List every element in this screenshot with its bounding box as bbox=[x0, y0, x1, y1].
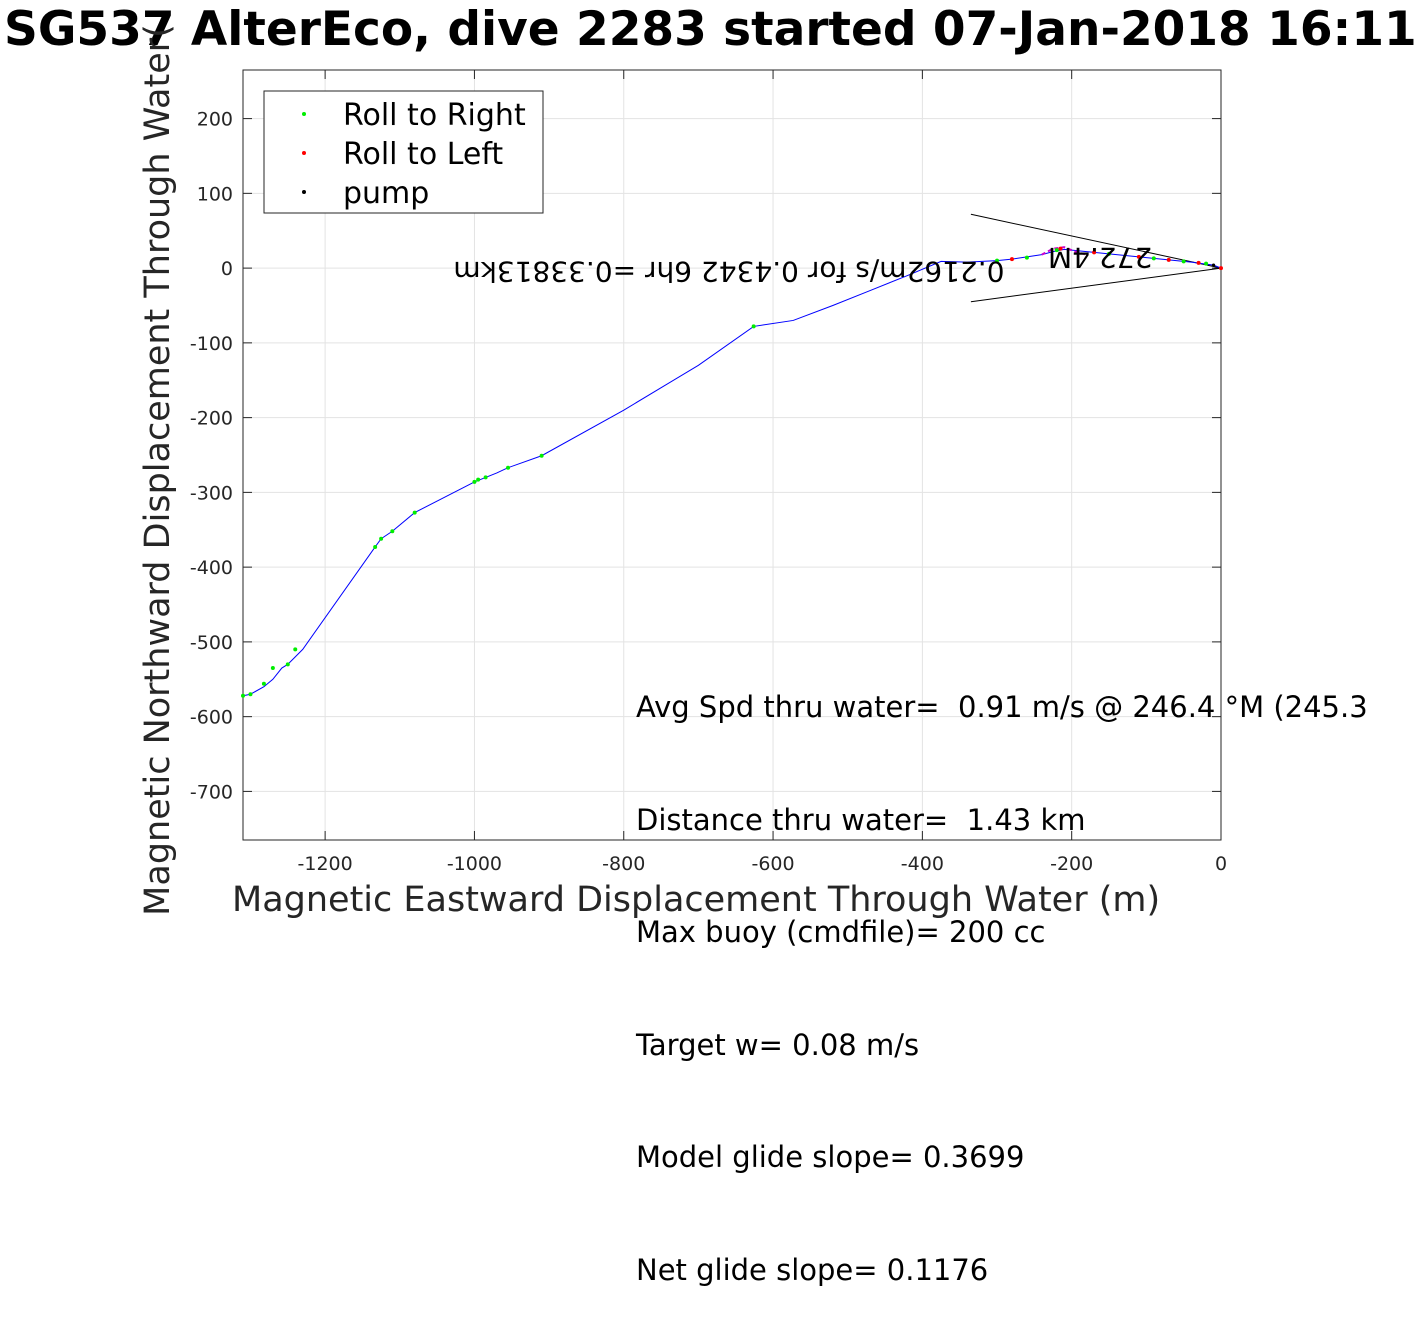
roll-right-point bbox=[390, 529, 395, 534]
summary-distance: Distance thru water= 1.43 km bbox=[636, 802, 1086, 837]
roll-right-point bbox=[412, 510, 417, 515]
grid-lines bbox=[243, 70, 1222, 840]
y-tick-label: -500 bbox=[190, 632, 233, 654]
roll-right-point bbox=[241, 693, 245, 698]
summary-target-w: Target w= 0.08 m/s bbox=[636, 1027, 920, 1062]
roll-right-point bbox=[1107, 251, 1112, 256]
x-tick-label: -200 bbox=[1050, 853, 1093, 875]
axes-box bbox=[242, 69, 1222, 841]
legend-box bbox=[263, 90, 544, 214]
roll-right-point bbox=[1204, 261, 1209, 266]
data-series bbox=[241, 213, 1223, 698]
mirrored-heading-text: 272.4M bbox=[1048, 241, 1152, 274]
y-tick-label: -100 bbox=[190, 333, 233, 355]
x-tick-label: -600 bbox=[751, 853, 794, 875]
legend-marker bbox=[302, 151, 306, 155]
legend-label: Roll to Left bbox=[343, 137, 503, 172]
roll-right-point bbox=[248, 692, 253, 697]
x-tick-label: 0 bbox=[1215, 853, 1227, 875]
roll-right-point bbox=[1024, 255, 1029, 260]
y-tick-label: -300 bbox=[190, 482, 233, 504]
roll-right-point bbox=[506, 465, 511, 470]
y-tick-label: -400 bbox=[190, 557, 233, 579]
y-tick-labels: 200 100 0 -100 -200 -300 -400 -500 -600 -700 bbox=[190, 109, 1221, 803]
x-tick-label: -1200 bbox=[298, 853, 353, 875]
current-wedge-line bbox=[970, 267, 1222, 303]
roll-right-point bbox=[483, 475, 488, 480]
x-tick-label: -1000 bbox=[447, 853, 502, 875]
roll-left-point bbox=[1196, 260, 1201, 265]
legend: Roll to Right Roll to Left pump bbox=[263, 90, 544, 214]
roll-right-point bbox=[1151, 256, 1156, 261]
legend-marker bbox=[302, 112, 306, 116]
dive-summary: Avg Spd thru water= 0.91 m/s @ 246.4 °M … bbox=[636, 614, 1368, 1327]
roll-left-point bbox=[1009, 257, 1014, 262]
glider-track-line bbox=[242, 248, 1222, 697]
legend-label: pump bbox=[343, 176, 429, 211]
y-tick-label: -600 bbox=[190, 707, 233, 729]
chart-title: SG537 AlterEco, dive 2283 started 07-Jan… bbox=[4, 2, 1417, 57]
x-tick-labels: -1200 -1000 -800 -600 -400 -200 0 bbox=[298, 70, 1227, 875]
x-tick-label: -800 bbox=[602, 853, 645, 875]
roll-left-point bbox=[1058, 246, 1063, 251]
roll-right-point bbox=[379, 536, 384, 541]
drift-segment bbox=[1041, 246, 1087, 256]
pump-point bbox=[1211, 263, 1216, 267]
roll-right-point bbox=[261, 681, 266, 686]
roll-right-point bbox=[1054, 248, 1059, 253]
plot-frame bbox=[242, 69, 1222, 841]
roll-right-point bbox=[1181, 259, 1186, 264]
roll-right-point bbox=[293, 647, 298, 652]
x-tick-label: -400 bbox=[901, 853, 944, 875]
summary-model-glide: Model glide slope= 0.3699 bbox=[636, 1140, 1025, 1174]
roll-left-point bbox=[1092, 250, 1097, 255]
roll-right-point bbox=[472, 479, 477, 484]
roll-right-point bbox=[995, 258, 1000, 263]
y-axis-label: Magnetic Northward Displacement Through … bbox=[138, 24, 178, 916]
roll-left-point bbox=[1136, 254, 1141, 259]
y-tick-label: -200 bbox=[190, 408, 233, 430]
roll-left-point bbox=[1166, 257, 1171, 262]
summary-net-glide: Net glide slope= 0.1176 bbox=[636, 1252, 989, 1287]
chart-figure: -1200 -1000 -800 -600 -400 -200 0 200 100 0 -100 -… bbox=[190, 69, 1227, 875]
roll-right-point bbox=[539, 453, 544, 458]
roll-right-point bbox=[285, 662, 290, 667]
x-axis-label: Magnetic Eastward Displacement Through W… bbox=[232, 880, 1161, 920]
roll-right-point bbox=[270, 666, 275, 671]
y-tick-label: 200 bbox=[197, 109, 233, 131]
y-tick-label: 100 bbox=[197, 183, 233, 205]
current-wedge-line bbox=[970, 213, 1222, 269]
mirrored-current-text: 0.2162m/s for 0.4342 6hr =0.33813km bbox=[453, 255, 1004, 288]
y-tick-label: -700 bbox=[190, 781, 233, 803]
roll-right-point bbox=[373, 544, 378, 549]
mirrored-current-annotation: 0.2162m/s for 0.4342 6hr =0.33813km 272.4… bbox=[453, 241, 1152, 288]
legend-marker bbox=[302, 190, 306, 194]
summary-avg-speed: Avg Spd thru water= 0.91 m/s @ 246.4 °M … bbox=[636, 690, 1368, 724]
summary-max-buoy: Max buoy (cmdfile)= 200 cc bbox=[636, 915, 1046, 949]
roll-left-point bbox=[1219, 266, 1223, 271]
y-tick-label: 0 bbox=[221, 258, 233, 280]
roll-right-point bbox=[751, 324, 756, 329]
legend-label: Roll to Right bbox=[343, 98, 526, 133]
roll-right-point bbox=[476, 477, 481, 482]
